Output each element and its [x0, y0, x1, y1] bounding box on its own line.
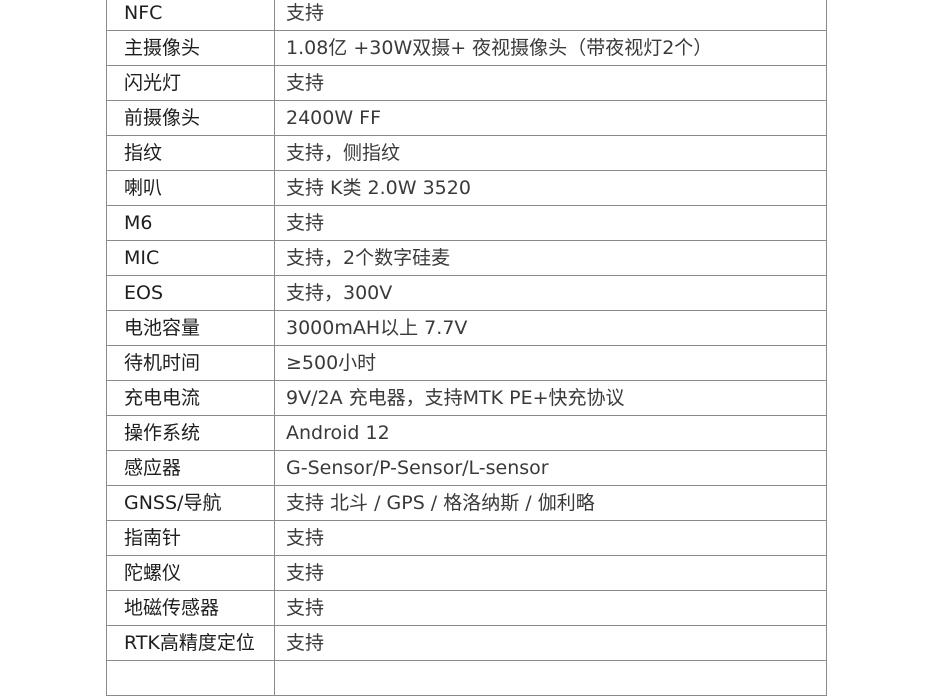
spec-value: 支持 — [274, 625, 827, 661]
table-row: 充电电流 9V/2A 充电器，支持MTK PE+快充协议 — [106, 380, 827, 416]
spec-value: ≥500小时 — [274, 345, 827, 381]
spec-value: 支持，2个数字硅麦 — [274, 240, 827, 276]
table-row: 陀螺仪 支持 — [106, 555, 827, 591]
table-row: 地磁传感器 支持 — [106, 590, 827, 626]
spec-label: EOS — [106, 275, 275, 311]
table-row: 感应器 G-Sensor/P-Sensor/L-sensor — [106, 450, 827, 486]
spec-value: 支持，300V — [274, 275, 827, 311]
table-row: NFC 支持 — [106, 0, 827, 31]
table-row: 指南针 支持 — [106, 520, 827, 556]
table-row: 闪光灯 支持 — [106, 65, 827, 101]
spec-label: MIC — [106, 240, 275, 276]
table-row: 电池容量 3000mAH以上 7.7V — [106, 310, 827, 346]
spec-value: 支持 K类 2.0W 3520 — [274, 170, 827, 206]
spec-label: 喇叭 — [106, 170, 275, 206]
spec-label: 感应器 — [106, 450, 275, 486]
spec-label: M6 — [106, 205, 275, 241]
spec-label: 操作系统 — [106, 415, 275, 451]
spec-label: 指纹 — [106, 135, 275, 171]
table-row: 喇叭 支持 K类 2.0W 3520 — [106, 170, 827, 206]
spec-value: 1.08亿 +30W双摄+ 夜视摄像头（带夜视灯2个） — [274, 30, 827, 66]
spec-value: 支持 — [274, 65, 827, 101]
spec-label: 电池容量 — [106, 310, 275, 346]
spec-table: NFC 支持 主摄像头 1.08亿 +30W双摄+ 夜视摄像头（带夜视灯2个） 闪光灯支… — [106, 0, 827, 696]
table-row — [106, 660, 827, 696]
spec-value: 支持 — [274, 520, 827, 556]
spec-label: 闪光灯 — [106, 65, 275, 101]
spec-value: G-Sensor/P-Sensor/L-sensor — [274, 450, 827, 486]
spec-label: 指南针 — [106, 520, 275, 556]
spec-label: RTK高精度定位 — [106, 625, 275, 661]
spec-label: 充电电流 — [106, 380, 275, 416]
table-row: 操作系统 Android 12 — [106, 415, 827, 451]
spec-value: Android 12 — [274, 415, 827, 451]
table-row: 前摄像头 2400W FF — [106, 100, 827, 136]
spec-label: GNSS/导航 — [106, 485, 275, 521]
table-row: 待机时间 ≥500小时 — [106, 345, 827, 381]
table-row: 主摄像头 1.08亿 +30W双摄+ 夜视摄像头（带夜视灯2个） — [106, 30, 827, 66]
spec-label: 主摄像头 — [106, 30, 275, 66]
table-row: EOS 支持，300V — [106, 275, 827, 311]
table-row: RTK高精度定位 支持 — [106, 625, 827, 661]
spec-value: 支持 — [274, 555, 827, 591]
spec-value: 支持 — [274, 205, 827, 241]
spec-value — [274, 660, 827, 696]
table-row: MIC 支持，2个数字硅麦 — [106, 240, 827, 276]
spec-value: 3000mAH以上 7.7V — [274, 310, 827, 346]
spec-label: 前摄像头 — [106, 100, 275, 136]
spec-label: 待机时间 — [106, 345, 275, 381]
table-row: GNSS/导航 支持 北斗 / GPS / 格洛纳斯 / 伽利略 — [106, 485, 827, 521]
spec-label: 陀螺仪 — [106, 555, 275, 591]
spec-value: 2400W FF — [274, 100, 827, 136]
spec-label — [106, 660, 275, 696]
spec-label: 地磁传感器 — [106, 590, 275, 626]
spec-value: 支持 — [274, 0, 827, 31]
table-row: 指纹 支持，侧指纹 — [106, 135, 827, 171]
spec-value: 支持 — [274, 590, 827, 626]
table-row: M6 支持 — [106, 205, 827, 241]
spec-label: NFC — [106, 0, 275, 31]
spec-value: 支持 北斗 / GPS / 格洛纳斯 / 伽利略 — [274, 485, 827, 521]
spec-value: 支持，侧指纹 — [274, 135, 827, 171]
spec-value: 9V/2A 充电器，支持MTK PE+快充协议 — [274, 380, 827, 416]
